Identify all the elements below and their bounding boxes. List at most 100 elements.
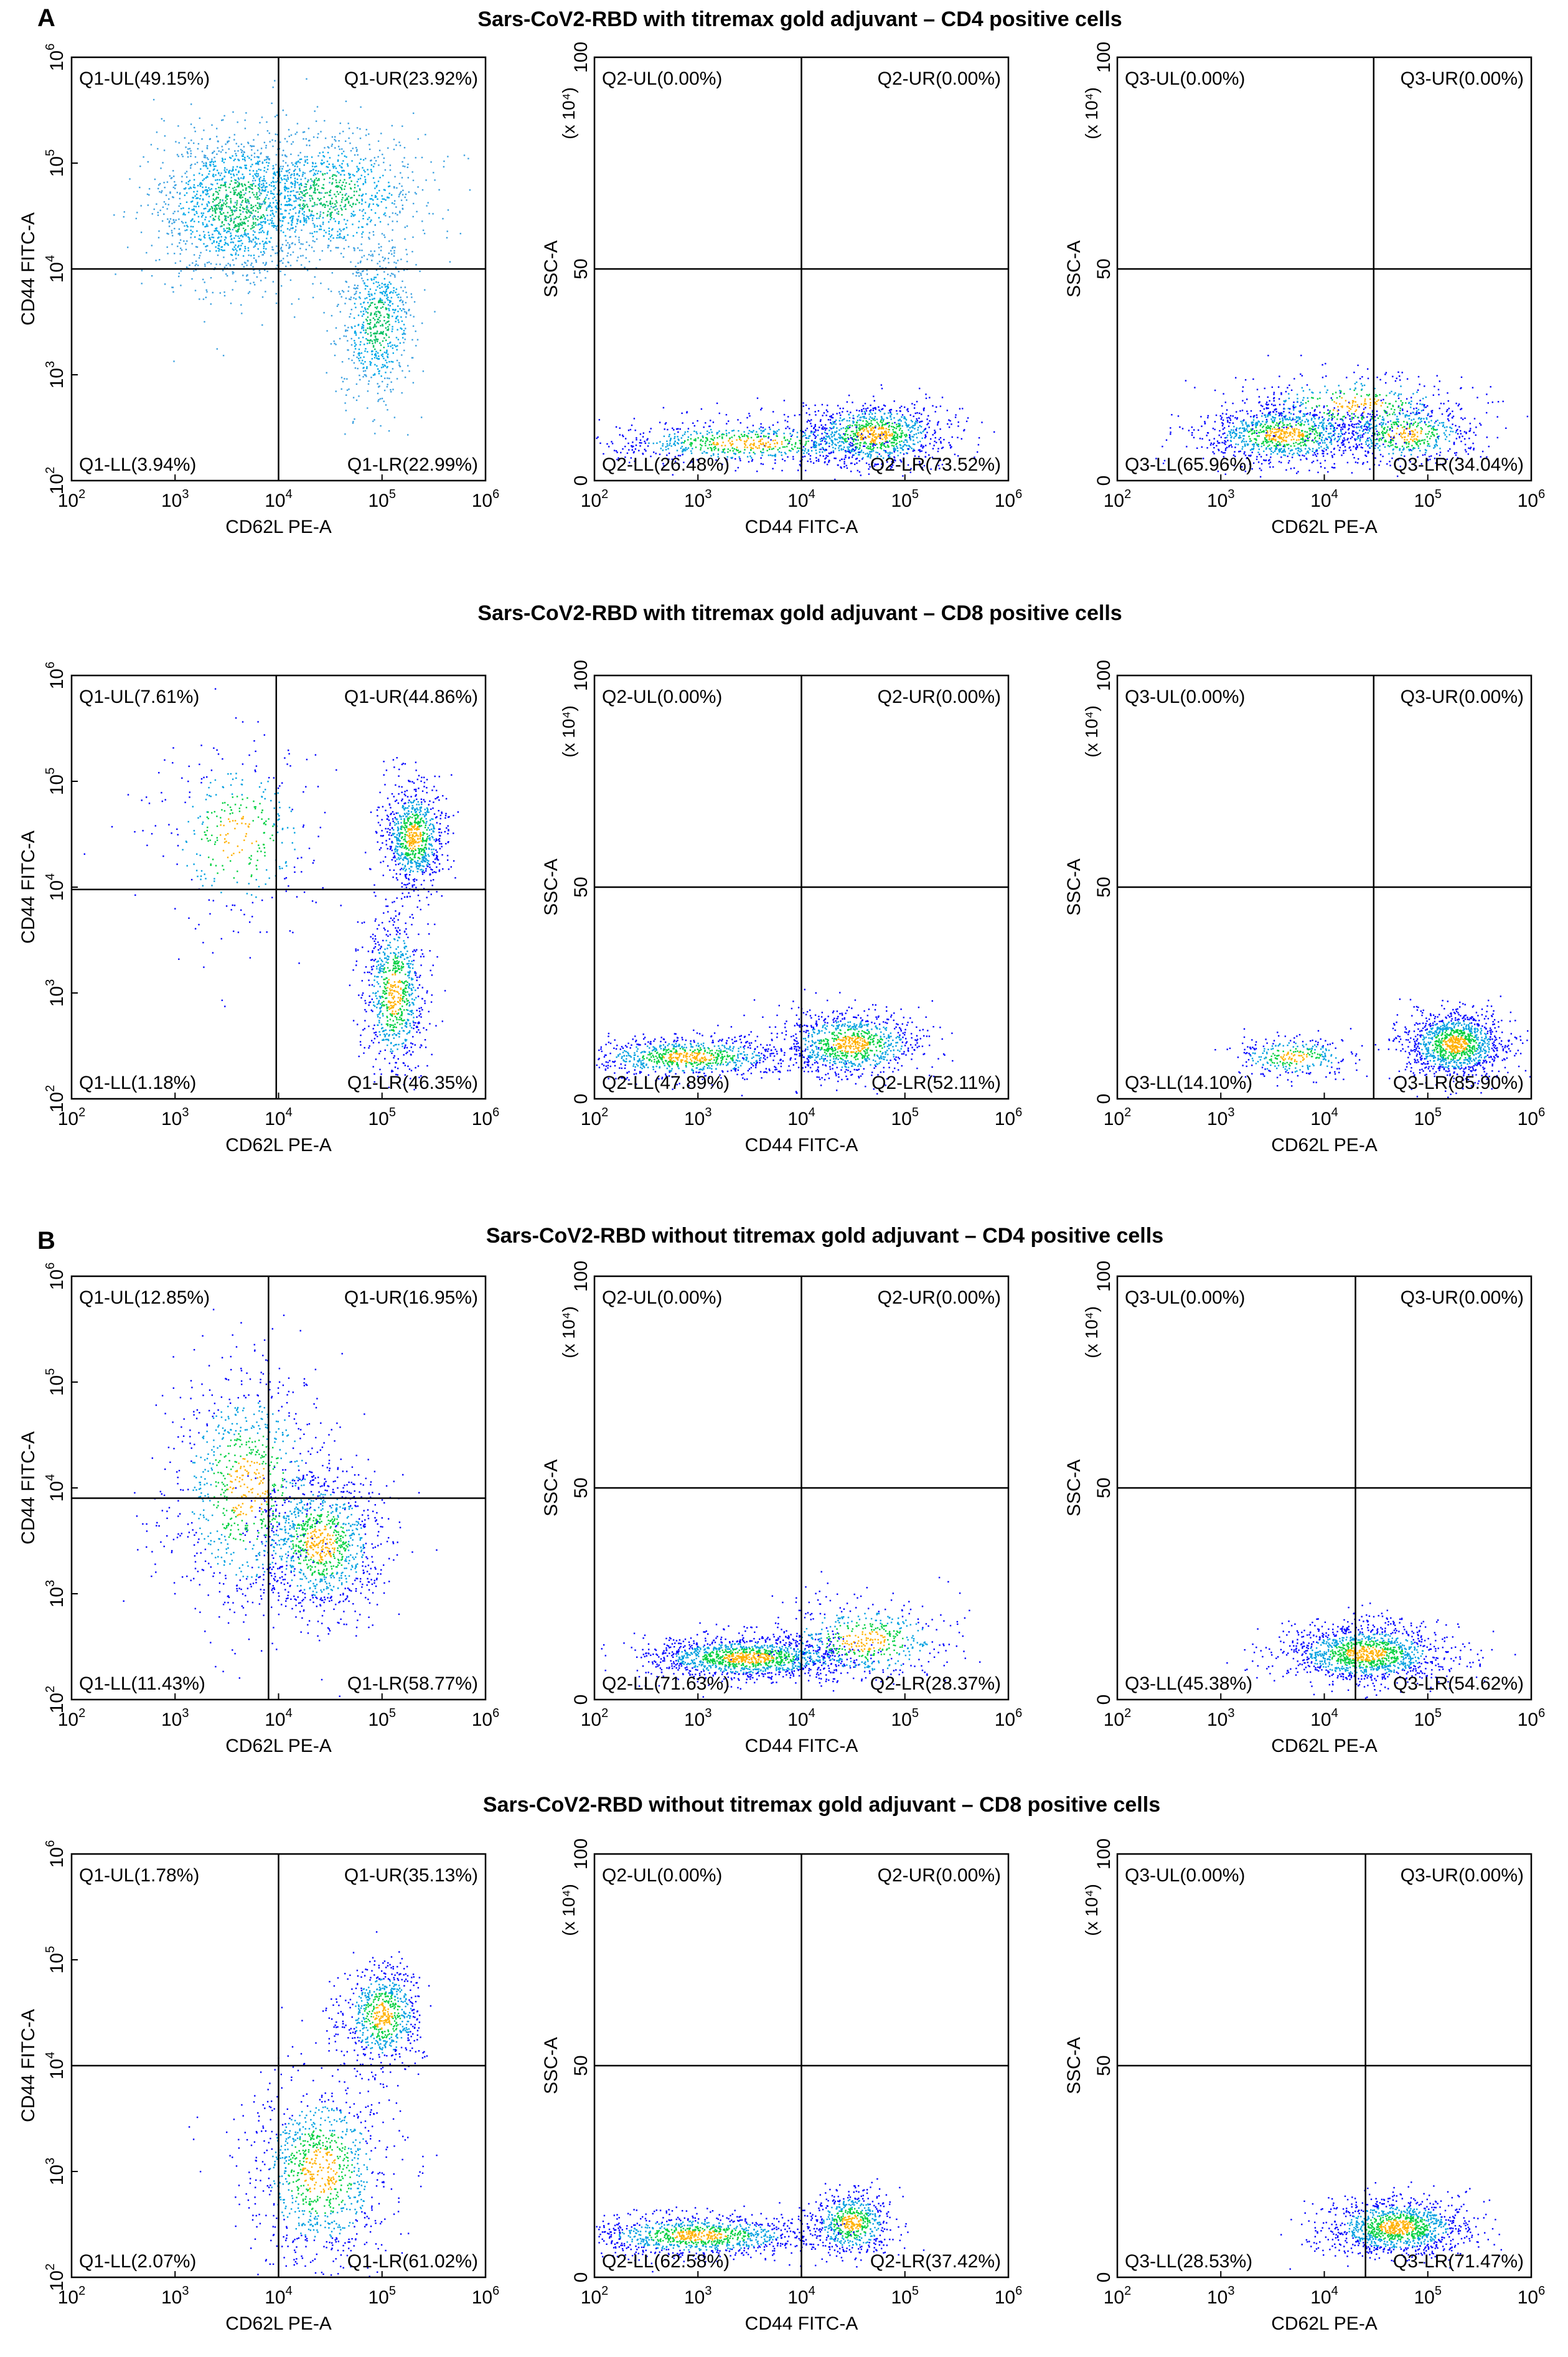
data-point (289, 254, 292, 256)
data-point (323, 178, 326, 181)
data-point (256, 198, 258, 200)
data-point (367, 390, 369, 392)
data-point (181, 181, 183, 182)
data-point (354, 175, 355, 177)
data-point (634, 430, 636, 431)
data-point (778, 429, 780, 431)
data-point (328, 238, 330, 240)
data-point (153, 98, 155, 101)
data-point (662, 449, 664, 451)
data-point (384, 284, 386, 286)
data-point (260, 280, 262, 281)
data-point (273, 226, 275, 228)
data-point (258, 191, 260, 193)
data-point (360, 311, 362, 313)
data-point (918, 417, 920, 419)
data-point (883, 449, 885, 451)
data-point (212, 214, 214, 216)
data-point (314, 192, 316, 194)
data-point (242, 158, 244, 161)
data-point (1323, 405, 1325, 407)
data-point (349, 204, 351, 206)
data-point (255, 224, 257, 226)
data-point (179, 203, 182, 205)
data-point (187, 153, 189, 154)
data-point (232, 166, 234, 168)
data-point (313, 250, 315, 252)
data-point (914, 423, 916, 425)
data-point (361, 210, 364, 212)
data-point (815, 441, 817, 443)
data-point (380, 250, 382, 252)
data-point (223, 223, 225, 226)
data-point (718, 435, 721, 438)
data-point (183, 212, 185, 214)
data-point (382, 198, 383, 200)
data-point (338, 181, 340, 184)
data-point (1217, 470, 1219, 473)
data-point (804, 455, 806, 458)
data-point (812, 446, 814, 448)
data-point (218, 245, 220, 247)
data-point (215, 204, 217, 206)
data-point (335, 179, 337, 181)
data-point (903, 416, 905, 418)
data-point (242, 173, 243, 176)
data-point (251, 262, 253, 265)
data-point (386, 351, 388, 353)
data-point (888, 410, 891, 412)
data-point (373, 234, 375, 236)
data-point (369, 293, 370, 295)
data-point (226, 275, 228, 277)
data-point (1315, 440, 1317, 442)
data-point (383, 161, 385, 164)
data-point (356, 272, 359, 274)
data-point (359, 202, 360, 204)
data-point (171, 286, 173, 288)
data-point (397, 260, 399, 261)
data-point (747, 438, 749, 440)
data-point (256, 276, 258, 278)
data-point (807, 450, 809, 452)
data-point (157, 237, 160, 238)
data-point (860, 432, 863, 435)
data-point (260, 169, 261, 171)
data-point (886, 437, 888, 439)
data-point (366, 297, 368, 299)
data-point (383, 346, 385, 349)
data-point (1257, 451, 1259, 453)
data-point (400, 316, 402, 318)
data-point (234, 226, 237, 228)
data-point (1282, 450, 1284, 452)
data-point (350, 197, 352, 199)
data-point (298, 184, 300, 186)
data-point (253, 254, 255, 256)
data-point (378, 355, 380, 357)
data-point (919, 463, 921, 464)
data-point (706, 452, 708, 454)
data-point (205, 207, 207, 209)
data-point (254, 231, 256, 233)
data-point (387, 345, 389, 347)
data-point (597, 436, 599, 438)
data-point (247, 220, 249, 222)
data-point (302, 131, 304, 133)
data-point (771, 448, 773, 450)
data-point (753, 440, 754, 441)
data-point (305, 186, 307, 188)
data-point (245, 164, 247, 166)
data-point (921, 450, 922, 452)
data-point (303, 194, 304, 196)
data-point (361, 200, 364, 202)
data-point (221, 120, 223, 121)
data-point (393, 186, 395, 188)
data-point (1214, 421, 1216, 423)
data-point (853, 421, 855, 423)
data-point (858, 454, 860, 456)
data-point (380, 332, 382, 334)
data-point (901, 425, 903, 427)
data-point (869, 416, 871, 418)
data-point (343, 237, 345, 239)
data-point (194, 187, 196, 189)
